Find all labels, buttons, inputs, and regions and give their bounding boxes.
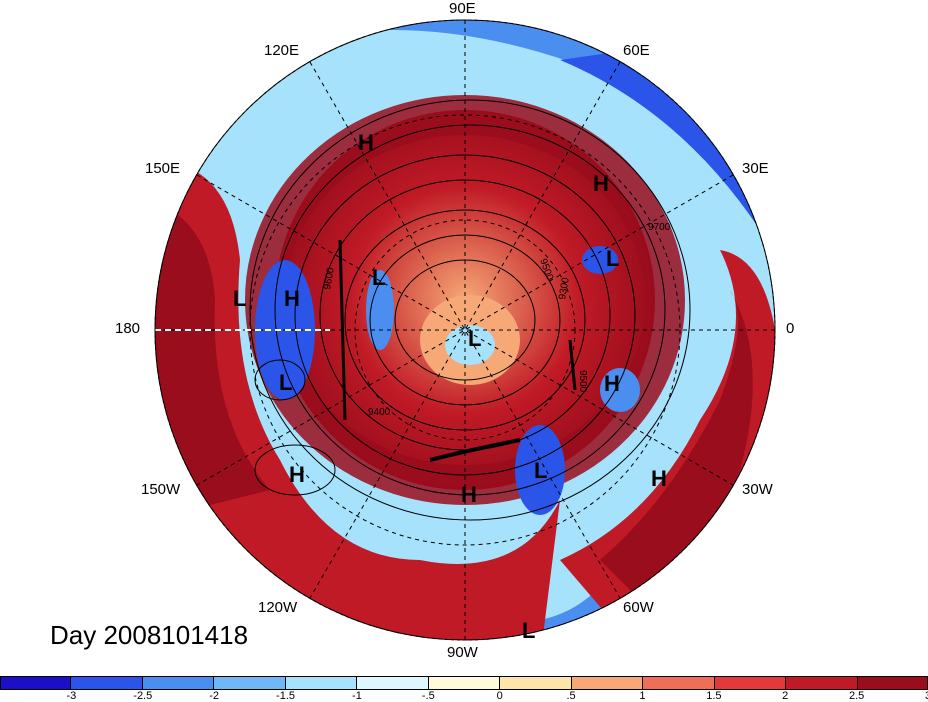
colorbar-swatch (643, 676, 715, 690)
low-pressure-label: L (534, 458, 548, 483)
map-border (154, 19, 776, 641)
colorbar (0, 676, 928, 690)
contour-label: 9700 (648, 222, 671, 233)
lon-label-60e: 60E (623, 42, 650, 59)
colorbar-tick-label: -2.5 (133, 690, 153, 702)
colorbar-swatch (857, 676, 928, 690)
colorbar-tick-label: -3 (66, 690, 77, 702)
lon-label-120e: 120E (264, 42, 300, 59)
low-pressure-label: L (372, 265, 386, 290)
colorbar-swatch (214, 676, 286, 690)
colorbar-tick-label: -2 (209, 690, 220, 702)
lon-label-90w: 90W (447, 644, 478, 661)
colorbar-tick-label: -.5 (421, 690, 435, 702)
colorbar-swatch (786, 676, 858, 690)
high-pressure-label: H (461, 482, 477, 507)
lon-label-0: 0 (786, 320, 795, 337)
low-pressure-label: L (233, 286, 247, 311)
colorbar-tick-label: 2 (782, 690, 789, 702)
low-pressure-label: L (468, 326, 482, 351)
lon-label-180: 180 (115, 320, 141, 337)
colorbar-swatch (714, 676, 787, 690)
map-title: Day 2008101418 (50, 620, 249, 650)
colorbar-swatch (142, 676, 215, 690)
contour-label: 9500 (577, 370, 588, 393)
lon-label-30w: 30W (742, 481, 773, 498)
colorbar-tick-label: 0 (496, 690, 503, 702)
colorbar-tick-label: 3 (925, 690, 928, 702)
lon-label-90e: 90E (449, 0, 476, 17)
contour-label: 9400 (368, 407, 391, 418)
high-pressure-label: H (358, 130, 374, 155)
low-pressure-label: L (522, 618, 536, 643)
lon-label-120w: 120W (258, 599, 298, 616)
colorbar-swatch (357, 676, 429, 690)
low-pressure-label: L (606, 246, 620, 271)
lon-label-150e: 150E (145, 160, 181, 177)
colorbar-swatch (500, 676, 572, 690)
high-pressure-label: H (604, 371, 620, 396)
colorbar-tick-label: -1.5 (276, 690, 296, 702)
lon-label-30e: 30E (742, 160, 769, 177)
lon-label-150w: 150W (141, 481, 181, 498)
low-pressure-label: L (279, 370, 293, 395)
high-pressure-label: H (593, 171, 609, 196)
colorbar-swatch (571, 676, 644, 690)
high-pressure-label: H (289, 462, 305, 487)
colorbar-tick-label: 1.5 (706, 690, 722, 702)
high-pressure-label: H (284, 286, 300, 311)
contour-label: 9600 (322, 266, 337, 290)
colorbar-tick-label: .5 (566, 690, 576, 702)
high-pressure-label: H (651, 466, 667, 491)
colorbar-swatch (71, 676, 143, 690)
colorbar-tick-label: 1 (639, 690, 646, 702)
colorbar-tick-label: -1 (352, 690, 362, 702)
colorbar-swatch (428, 676, 501, 690)
contour-label: 9300 (557, 276, 572, 300)
colorbar-tick-label: 2.5 (848, 690, 865, 702)
colorbar-frame (0, 676, 928, 690)
colorbar-swatch (285, 676, 358, 690)
lon-label-60w: 60W (623, 599, 654, 616)
colorbar-swatch (0, 676, 72, 690)
